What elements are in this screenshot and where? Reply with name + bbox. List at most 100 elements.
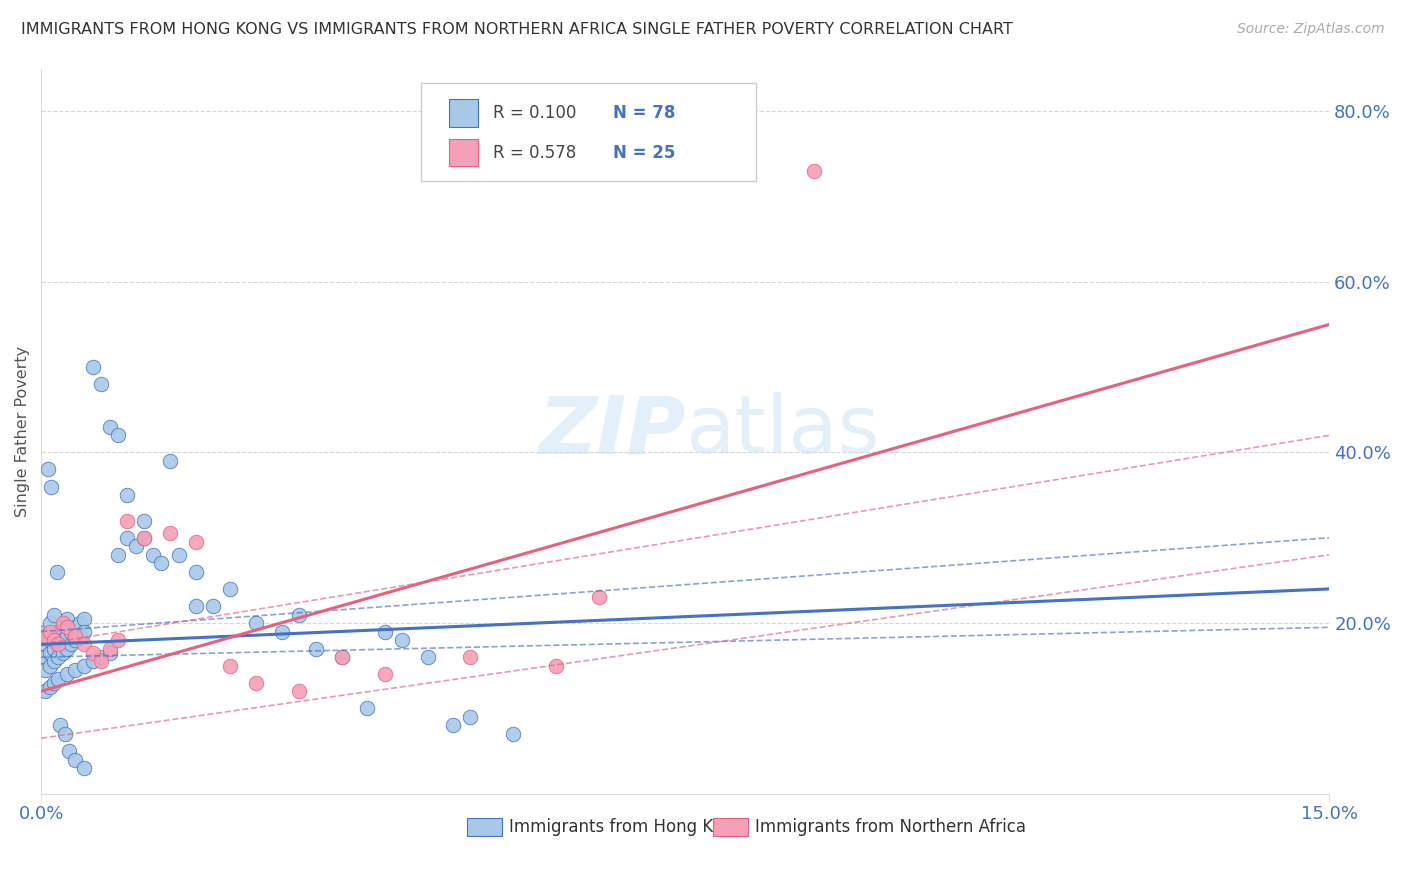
Point [90,650,112,665]
FancyBboxPatch shape [450,99,478,127]
Text: Immigrants from Hong Kong: Immigrants from Hong Kong [509,818,744,836]
Text: R = 0.100: R = 0.100 [494,103,576,121]
Point [56,667,79,681]
Point [65,633,87,648]
Point [150,557,173,571]
Text: IMMIGRANTS FROM HONG KONG VS IMMIGRANTS FROM NORTHERN AFRICA SINGLE FATHER POVER: IMMIGRANTS FROM HONG KONG VS IMMIGRANTS … [21,22,1012,37]
Point [245,675,267,690]
Point [42,655,65,669]
Text: R = 0.578: R = 0.578 [494,144,576,161]
Point [46,629,69,643]
Point [52,615,75,630]
Point [245,615,267,630]
Point [42,675,65,690]
FancyBboxPatch shape [422,83,756,181]
Point [34,629,56,643]
Point [82,360,104,375]
Point [52,646,75,660]
Point [134,531,156,545]
Point [34,684,56,698]
Point [37,462,59,476]
Point [46,672,69,686]
Point [441,718,464,732]
Point [803,164,825,178]
Point [107,548,129,562]
Point [46,637,69,651]
Point [69,615,91,630]
Point [56,620,79,634]
Point [34,637,56,651]
Point [90,655,112,669]
Point [58,744,80,758]
Point [107,633,129,648]
Point [287,684,309,698]
Text: atlas: atlas [685,392,880,470]
Point [38,646,60,660]
Text: N = 25: N = 25 [613,144,676,161]
Text: ZIP: ZIP [538,392,685,470]
Point [356,701,378,715]
Point [502,727,524,741]
Point [416,650,439,665]
Y-axis label: Single Father Poverty: Single Father Poverty [15,345,30,516]
Point [142,548,165,562]
Point [65,620,87,634]
Point [184,599,207,613]
Point [330,650,353,665]
Point [98,420,121,434]
Point [305,641,328,656]
Point [82,655,104,669]
Point [42,607,65,622]
Point [73,612,96,626]
Point [90,377,112,392]
Point [46,637,69,651]
Point [34,650,56,665]
Point [65,753,87,767]
Point [107,428,129,442]
Point [38,624,60,639]
Point [270,624,292,639]
Point [374,624,396,639]
Point [42,629,65,643]
Point [184,535,207,549]
Text: Immigrants from Northern Africa: Immigrants from Northern Africa [755,818,1026,836]
Point [56,612,79,626]
Point [115,488,138,502]
Point [287,607,309,622]
FancyBboxPatch shape [450,139,478,167]
Point [41,479,63,493]
Point [115,514,138,528]
Point [56,641,79,656]
Point [38,680,60,694]
Point [49,718,72,732]
Point [34,624,56,639]
Point [52,633,75,648]
Point [124,539,146,553]
Point [374,667,396,681]
Point [159,454,181,468]
Point [219,658,242,673]
Point [52,620,75,634]
Point [460,710,482,724]
Point [73,761,96,775]
Point [42,641,65,656]
Point [460,650,482,665]
Point [53,727,76,741]
Point [391,633,413,648]
Point [546,658,568,673]
Point [159,526,181,541]
Point [38,633,60,648]
Point [65,629,87,643]
Point [82,646,104,660]
Point [42,633,65,648]
Point [38,658,60,673]
Point [134,514,156,528]
Point [38,615,60,630]
Point [219,582,242,596]
Point [167,548,190,562]
Point [69,629,91,643]
Point [73,658,96,673]
Text: Source: ZipAtlas.com: Source: ZipAtlas.com [1237,22,1385,37]
Point [56,629,79,643]
Point [134,531,156,545]
